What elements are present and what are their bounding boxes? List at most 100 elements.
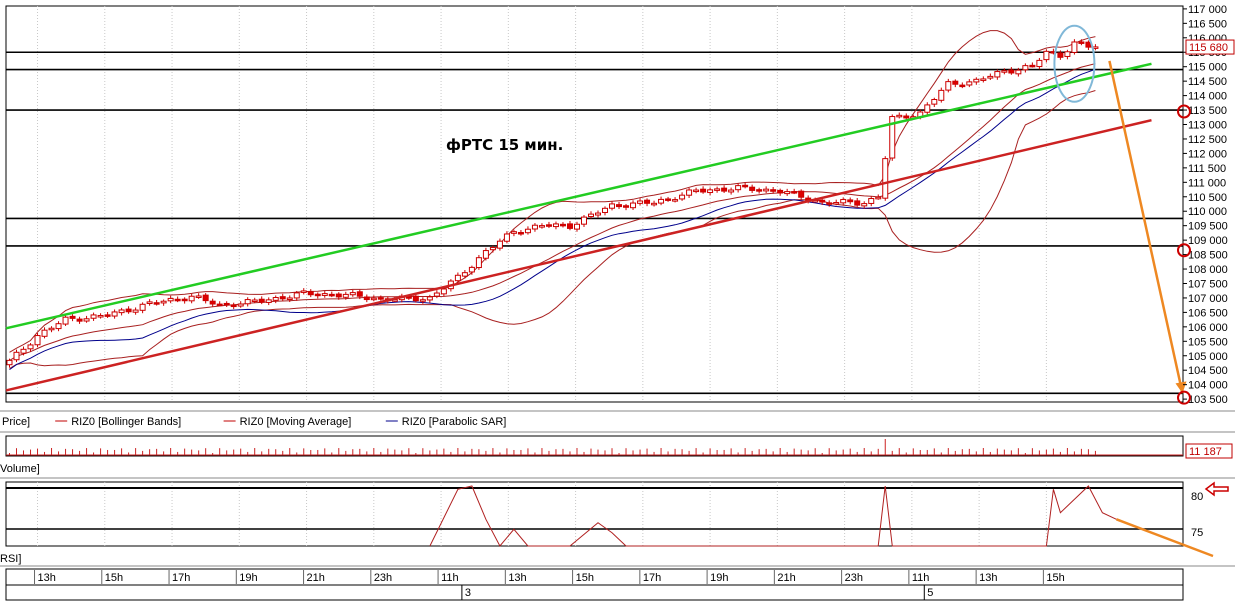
candle-body	[167, 297, 174, 302]
candle-body	[433, 292, 440, 297]
candle-body	[55, 323, 62, 330]
price-tick-label: 107 500	[1188, 278, 1228, 290]
time-label: 13h	[979, 572, 997, 584]
candle-body	[349, 292, 356, 296]
candle-body	[980, 78, 987, 81]
candle-body	[566, 223, 573, 229]
candle-body	[882, 158, 889, 199]
price-tick-label: 105 000	[1188, 351, 1228, 363]
candle-body	[426, 296, 433, 301]
legend-label: RIZ0 [Moving Average]	[240, 416, 352, 428]
bollinger-lower	[9, 90, 1096, 369]
candle-body	[552, 223, 559, 228]
volume-badge	[1185, 443, 1233, 459]
candle-body	[216, 303, 223, 307]
candle-body	[258, 298, 265, 303]
candle-body	[595, 212, 602, 216]
candle-body	[875, 196, 882, 200]
candle-body	[1078, 41, 1085, 44]
candle-body	[763, 188, 770, 192]
candle-body	[714, 188, 721, 191]
rsi-pane: 80 75 RSI]	[0, 481, 1229, 565]
time-axis: 13h 15h 17h 19h 21h 23h 11h 13h 15h 17h 19h 21h 23h 1…	[5, 568, 1184, 601]
price-tick-label: 112 500	[1188, 134, 1227, 146]
level-markers	[1177, 104, 1191, 405]
candle-body	[510, 231, 517, 234]
price-tick-label: 110 500	[1188, 192, 1227, 204]
candle-body	[174, 298, 181, 302]
price-tick-label: 116 500	[1188, 18, 1227, 30]
candle-body	[209, 300, 216, 305]
time-label: 19h	[710, 572, 728, 584]
rsi-tick-label: 80	[1191, 491, 1203, 503]
candle-body	[419, 299, 426, 302]
candle-body	[952, 80, 959, 85]
time-label: 11h	[441, 572, 459, 584]
candle-body	[160, 300, 167, 304]
candle-body	[756, 189, 763, 192]
level-marker-circle	[1177, 243, 1191, 258]
candle-body	[1008, 69, 1015, 74]
legend-label: RIZ0 [Parabolic SAR]	[402, 416, 507, 428]
candle-body	[1022, 65, 1029, 71]
candle-body	[658, 198, 665, 204]
candle-body	[27, 344, 34, 350]
last-price-badge-text: 115 680	[1189, 42, 1228, 54]
candle-body	[994, 71, 1001, 78]
price-tick-label: 108 500	[1188, 250, 1228, 262]
candle-body	[1029, 64, 1036, 68]
candle-body	[644, 199, 651, 204]
candle-body	[777, 189, 784, 194]
chart-annotation: фРТС 15 мин.	[446, 136, 563, 154]
candle-body	[735, 185, 742, 191]
candle-body	[959, 84, 966, 88]
candle-body	[749, 186, 756, 191]
highlight-ellipse	[1053, 24, 1096, 103]
price-tick-label: 108 000	[1188, 264, 1228, 276]
candle-body	[489, 247, 496, 251]
price-tick-label: 107 000	[1188, 293, 1228, 305]
candle-body	[721, 187, 728, 192]
day-label: 5	[927, 587, 933, 599]
day-axis-frame	[5, 584, 1184, 601]
candle-body	[938, 89, 945, 101]
candle-body	[1057, 52, 1064, 58]
trendline-red	[5, 118, 1152, 392]
volume-pane-label: Volume]	[0, 463, 40, 475]
time-label: 23h	[845, 572, 863, 584]
price-pane-frame	[5, 5, 1184, 403]
candle-body	[188, 295, 195, 302]
candle-body	[826, 202, 833, 205]
candle-body	[279, 296, 286, 300]
time-label: 11h	[912, 572, 930, 584]
candle-body	[251, 299, 258, 303]
candle-body	[20, 348, 27, 354]
candle-body	[833, 202, 840, 205]
time-label: 19h	[239, 572, 257, 584]
candle-body	[1071, 41, 1078, 53]
rsi-forecast-arrow	[1115, 518, 1214, 558]
candle-body	[6, 359, 13, 366]
candle-body	[602, 207, 609, 213]
candle-body	[496, 240, 503, 249]
candle-body	[524, 228, 531, 234]
candle-body	[321, 293, 328, 296]
candle-body	[41, 329, 48, 337]
candle-body	[630, 202, 637, 209]
level-marker-circle	[1177, 390, 1191, 405]
candles	[6, 39, 1099, 368]
candle-body	[517, 232, 524, 235]
rsi-tick-label: 75	[1191, 527, 1203, 539]
candle-body	[125, 308, 132, 313]
candle-body	[118, 309, 125, 314]
parabolic-sar	[9, 68, 1096, 371]
candle-body	[62, 316, 69, 325]
candle-body	[307, 291, 314, 296]
time-label: 21h	[307, 572, 325, 584]
price-tick-label: 113 500	[1188, 105, 1227, 117]
price-tick-label: 114 000	[1188, 91, 1227, 103]
candle-body	[181, 298, 188, 302]
price-tick-label: 113 000	[1188, 120, 1227, 132]
candle-body	[475, 257, 482, 269]
candle-body	[700, 188, 707, 193]
